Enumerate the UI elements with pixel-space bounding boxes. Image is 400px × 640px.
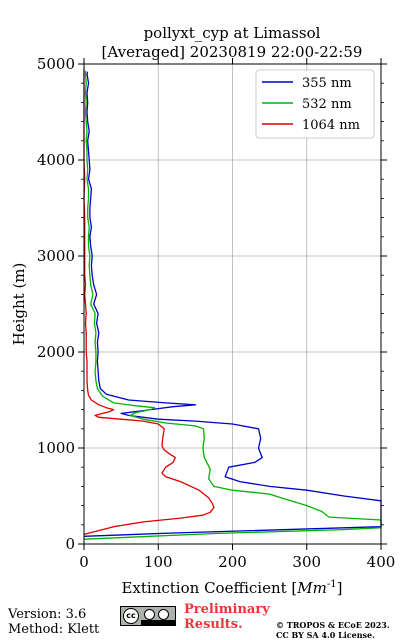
x-tick-label-2: 200 [218, 553, 247, 571]
y-tick-label-3: 3000 [37, 247, 75, 265]
copyright-line-2: CC BY SA 4.0 License. [276, 630, 375, 640]
legend-box [255, 69, 375, 139]
series-line-355-nm [83, 71, 382, 537]
grid-lines [84, 64, 381, 544]
x-axis-label: Extinction Coefficient [Mm-1] [121, 579, 342, 597]
by-attribution-icon [144, 609, 155, 620]
series-line-1064-nm [83, 68, 215, 536]
legend-label-2: 1064 nm [302, 118, 360, 133]
x-tick-label-4: 400 [367, 553, 396, 571]
x-tick-label-1: 100 [144, 553, 173, 571]
version-text: Version: 3.6 [8, 607, 87, 622]
series-lines [83, 68, 382, 540]
y-tick-label-4: 4000 [37, 151, 75, 169]
method-text: Method: Klett [8, 622, 100, 637]
x-tick-label-0: 0 [79, 553, 89, 571]
preliminary-notice: Preliminary Results. [184, 602, 270, 632]
y-axis-label: Height (m) [10, 263, 28, 346]
sharealike-icon [158, 609, 169, 620]
y-tick-label-5: 5000 [37, 55, 75, 73]
cc-license-badge: cc [120, 606, 176, 626]
y-tick-label-1: 1000 [37, 439, 75, 457]
y-tick-label-0: 0 [65, 535, 75, 553]
copyright-notice: © TROPOS & ECoE 2023. CC BY SA 4.0 Licen… [276, 620, 390, 640]
preliminary-line-2: Results. [184, 617, 243, 632]
chart-title: pollyxt_cyp at Limassol [144, 24, 321, 42]
legend: 355 nm 532 nm 1064 nm [255, 69, 375, 139]
copyright-line-1: © TROPOS & ECoE 2023. [276, 620, 390, 630]
chart-subtitle: [Averaged] 20230819 22:00-22:59 [102, 43, 363, 61]
preliminary-line-1: Preliminary [184, 602, 270, 617]
x-tick-label-3: 300 [292, 553, 321, 571]
cc-logo-icon: cc [123, 608, 139, 624]
axis-ticks [78, 58, 387, 550]
cc-badge-strip [141, 620, 175, 625]
legend-label-1: 532 nm [302, 97, 352, 112]
y-tick-label-2: 2000 [37, 343, 75, 361]
legend-label-0: 355 nm [302, 76, 352, 91]
series-line-532-nm [83, 70, 382, 540]
